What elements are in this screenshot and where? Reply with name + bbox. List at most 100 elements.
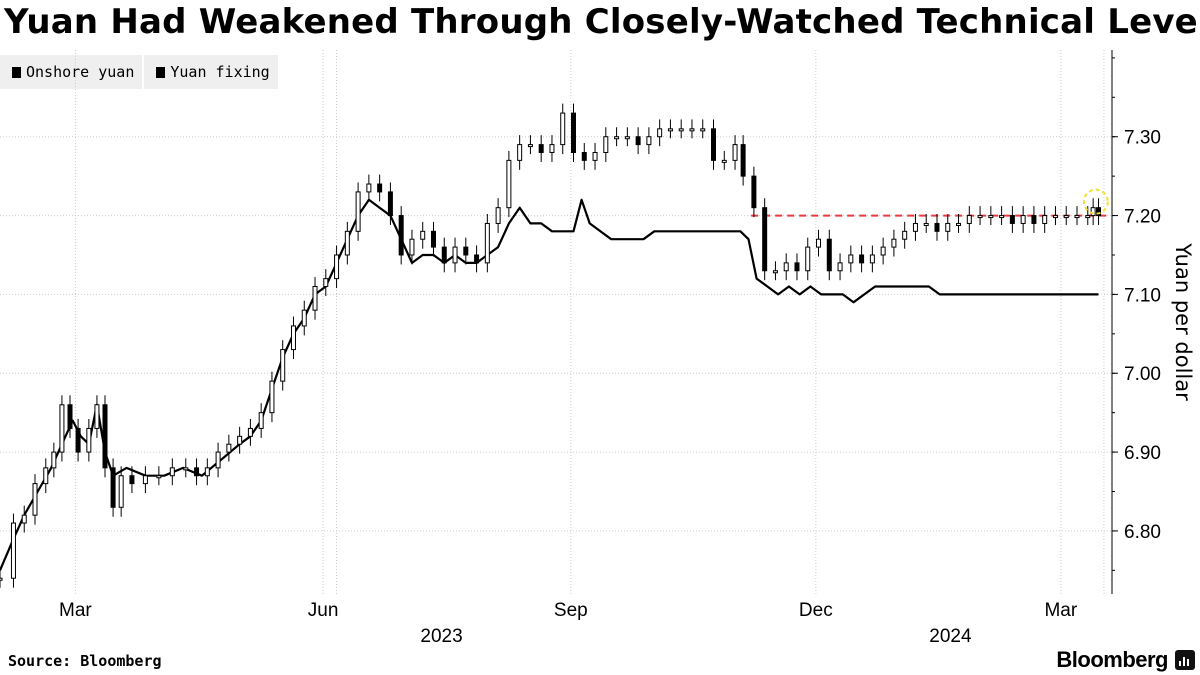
- candle-body: [452, 246, 458, 264]
- candle-body: [783, 262, 789, 272]
- candle-body: [280, 349, 286, 382]
- candle-body: [430, 230, 436, 248]
- candle-body: [366, 183, 372, 193]
- candle-body: [549, 144, 555, 153]
- legend-item-onshore-yuan: Onshore yuan: [0, 55, 142, 89]
- candle-body: [689, 128, 695, 132]
- candle-body: [484, 222, 490, 264]
- candle-body: [355, 191, 361, 232]
- gridlines: 6.80 6.90 7.00 7.10 7.20 7.30 Mar Jun Sep Dec Mar 2…: [0, 50, 1161, 647]
- candle-body: [1063, 215, 1069, 219]
- candle-body: [290, 325, 296, 351]
- candle-body: [603, 136, 609, 153]
- candle-body: [1096, 207, 1102, 217]
- candle-body: [441, 246, 447, 264]
- x-tick-label: Sep: [554, 600, 588, 621]
- candle-body: [560, 112, 566, 146]
- y-tick-label: 7.00: [1124, 364, 1161, 385]
- candle-body: [912, 222, 918, 232]
- candle-body: [826, 238, 832, 272]
- candle-body: [988, 215, 994, 219]
- x-year-label: 2023: [420, 626, 462, 647]
- candle-body: [247, 427, 253, 437]
- candle-body: [1074, 215, 1080, 219]
- candle-body: [700, 128, 706, 132]
- candle-body: [923, 222, 929, 226]
- candle-body: [226, 443, 232, 453]
- candle-body: [59, 404, 65, 453]
- candle-body: [848, 254, 854, 264]
- candle-body: [129, 475, 135, 485]
- candle-body: [344, 230, 350, 256]
- candle-body: [204, 467, 210, 477]
- candle-body: [32, 483, 38, 516]
- candle-body: [859, 254, 865, 264]
- brand-wordmark: Bloomberg: [1056, 647, 1168, 672]
- candle-body: [517, 144, 523, 161]
- x-year-label: 2024: [929, 626, 972, 647]
- bloomberg-terminal-icon: [1175, 650, 1195, 670]
- candle-body: [118, 475, 124, 508]
- candle-body: [869, 254, 875, 264]
- candle-body: [237, 435, 243, 445]
- legend-item-yuan-fixing: Yuan fixing: [142, 55, 277, 89]
- x-tick-label: Mar: [59, 600, 92, 621]
- candle-body: [902, 230, 908, 240]
- candle-body: [772, 270, 778, 274]
- y-tick-label: 7.20: [1124, 207, 1161, 228]
- chart-title: Yuan Had Weakened Through Closely-Watche…: [4, 2, 1200, 42]
- candle-body: [934, 222, 940, 232]
- x-tick-label: Mar: [1044, 600, 1077, 621]
- candle-body: [420, 230, 426, 240]
- candle-body: [1052, 215, 1058, 219]
- candle-body: [86, 427, 92, 453]
- series-line-yuan-fixing: [0, 198, 1099, 571]
- highlight-circle: [1082, 188, 1109, 215]
- candle-body: [837, 262, 843, 272]
- candle-body: [1042, 215, 1048, 224]
- candle-body: [805, 246, 811, 272]
- x-tick-label: Jun: [308, 600, 339, 621]
- candle-body: [794, 262, 800, 272]
- legend-swatch-onshore-yuan: [12, 66, 21, 78]
- candle-body: [527, 144, 533, 148]
- candle-body: [43, 467, 49, 485]
- candle-body: [635, 136, 641, 146]
- candle-body: [183, 467, 189, 471]
- y-tick-label: 7.30: [1124, 128, 1161, 149]
- candle-body: [398, 215, 404, 256]
- candle-body: [409, 238, 415, 256]
- candle-body: [891, 238, 897, 248]
- candle-body: [10, 522, 16, 579]
- candle-body: [377, 183, 383, 193]
- candle-body: [194, 467, 200, 477]
- candle-body: [94, 404, 100, 429]
- candle-body: [0, 577, 3, 581]
- candle-body: [258, 412, 264, 429]
- legend: Onshore yuan Yuan fixing: [0, 55, 278, 89]
- candle-body: [1009, 215, 1015, 224]
- candle-body: [538, 144, 544, 153]
- candle-body: [740, 144, 746, 177]
- candle-body: [51, 451, 57, 469]
- candle-body: [678, 128, 684, 132]
- candle-body: [334, 254, 340, 280]
- candle-body: [646, 136, 652, 146]
- candle-body: [711, 128, 717, 161]
- candle-body: [1031, 215, 1037, 224]
- candle-body: [732, 144, 738, 161]
- candle-body: [966, 215, 972, 224]
- candle-body: [1085, 215, 1091, 219]
- candle-body: [110, 467, 116, 508]
- candle-body: [956, 222, 962, 226]
- candle-body: [495, 207, 501, 224]
- candle-body: [323, 278, 329, 288]
- y-tick-label: 6.90: [1124, 443, 1161, 464]
- candle-body: [1090, 207, 1096, 217]
- candle-body: [571, 112, 577, 153]
- candle-body: [880, 246, 886, 256]
- candle-body: [592, 151, 598, 161]
- x-tick-label: Dec: [799, 600, 833, 621]
- candle-body: [269, 380, 275, 414]
